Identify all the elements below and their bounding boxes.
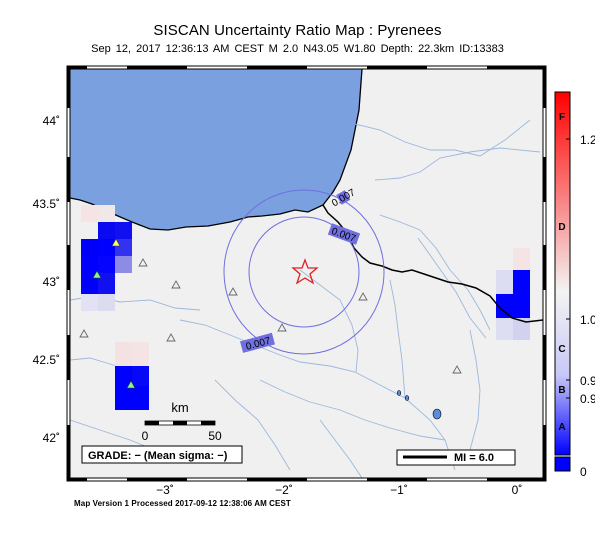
colorbar-value: 1.0 [580, 313, 595, 327]
colorbar: F D C B A 1.2 1.0 0.9 0.9 0 [554, 91, 595, 479]
processing-footer: Map Version 1 Processed 2017-09-12 12:38… [74, 499, 291, 508]
lat-label: 43.5˚ [33, 197, 60, 211]
colorbar-value: 1.2 [580, 133, 595, 147]
lat-label: 44˚ [43, 114, 60, 128]
lon-label: 0˚ [512, 483, 523, 497]
colorbar-value: 0.9 [580, 392, 595, 406]
mi-legend: MI = 6.0 [396, 449, 516, 466]
seismic-stations [79, 258, 462, 374]
lat-label: 42.5˚ [33, 353, 60, 367]
epicenter-star [291, 258, 319, 285]
contour-lines [223, 189, 385, 355]
event-info: Sep 12, 2017 12:36:13 AM CEST M 2.0 N43.… [91, 43, 504, 55]
lon-label: −3˚ [156, 483, 174, 497]
map-title: SISCAN Uncertainty Ratio Map : Pyrenees [153, 22, 442, 39]
grade-letter: F [559, 112, 565, 123]
grade-text: GRADE: − (Mean sigma: −) [88, 450, 228, 462]
lat-label: 42˚ [43, 431, 60, 445]
grade-letter: C [558, 344, 565, 355]
scale-bar: km 0 50 [142, 400, 222, 443]
active-stations [92, 238, 136, 389]
scale-unit: km [171, 400, 188, 415]
grade-box: GRADE: − (Mean sigma: −) [81, 445, 243, 464]
uncertainty-grid [81, 205, 530, 410]
lakes [396, 390, 442, 420]
colorbar-value: 0.9 [580, 374, 595, 388]
scale-end: 50 [208, 429, 222, 443]
grade-letter: B [558, 385, 565, 396]
lon-label: −1˚ [390, 483, 408, 497]
sea-area [70, 69, 362, 230]
map-frame [66, 65, 547, 482]
lon-label: −2˚ [275, 483, 293, 497]
colorbar-value: 0 [580, 465, 587, 479]
grade-letter: D [558, 222, 565, 233]
lat-label: 43˚ [43, 275, 60, 289]
scale-start: 0 [142, 429, 149, 443]
mi-text: MI = 6.0 [454, 452, 494, 464]
grade-letter: A [558, 422, 565, 433]
